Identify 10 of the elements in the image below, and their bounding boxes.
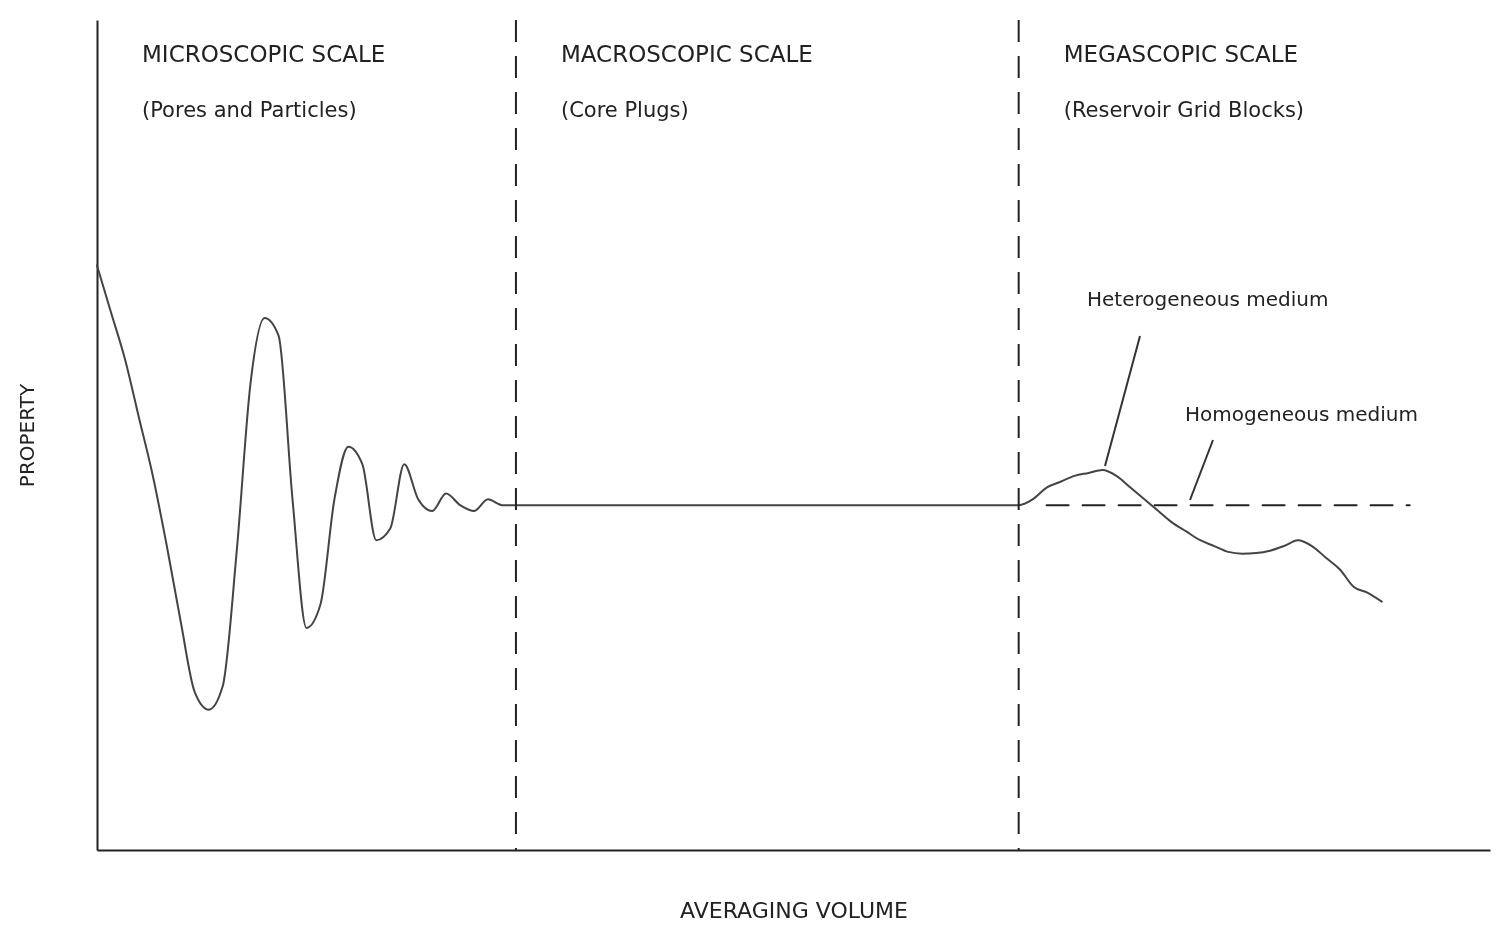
text: (Pores and Particles)	[142, 98, 357, 122]
annotation: Homogeneous medium	[1185, 402, 1418, 426]
text: MICROSCOPIC SCALE	[142, 41, 386, 67]
x-axis-title: AVERAGING VOLUME	[680, 897, 908, 923]
text: MEGASCOPIC SCALE	[1063, 41, 1299, 67]
annotation: Heterogeneous medium	[1087, 287, 1329, 311]
text: MACROSCOPIC SCALE	[560, 41, 813, 67]
text: (Reservoir Grid Blocks)	[1063, 98, 1305, 122]
y-axis-title: PROPERTY	[14, 383, 39, 488]
text: (Core Plugs)	[560, 98, 689, 122]
